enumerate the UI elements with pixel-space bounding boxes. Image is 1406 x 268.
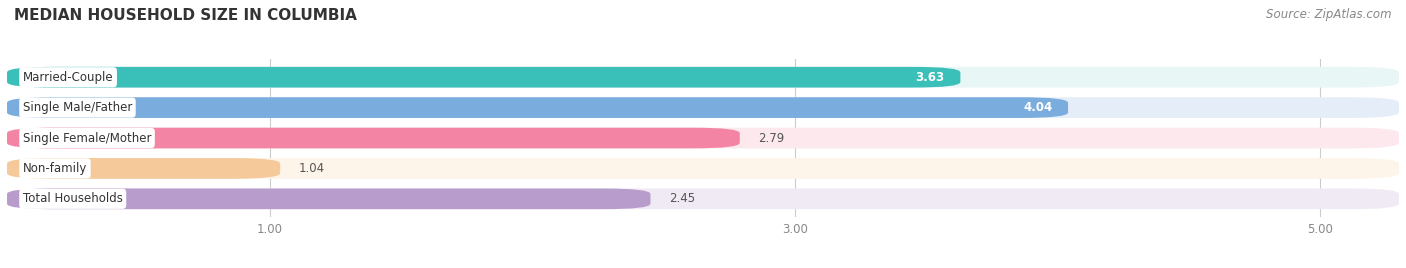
Text: MEDIAN HOUSEHOLD SIZE IN COLUMBIA: MEDIAN HOUSEHOLD SIZE IN COLUMBIA	[14, 8, 357, 23]
FancyBboxPatch shape	[7, 97, 1069, 118]
Text: 1.04: 1.04	[298, 162, 325, 175]
Text: Single Male/Father: Single Male/Father	[22, 101, 132, 114]
FancyBboxPatch shape	[7, 188, 651, 209]
Text: Non-family: Non-family	[22, 162, 87, 175]
Text: Source: ZipAtlas.com: Source: ZipAtlas.com	[1267, 8, 1392, 21]
FancyBboxPatch shape	[7, 67, 960, 88]
Text: 2.45: 2.45	[669, 192, 695, 205]
FancyBboxPatch shape	[7, 128, 1399, 148]
Text: 3.63: 3.63	[915, 71, 945, 84]
FancyBboxPatch shape	[7, 158, 1399, 179]
Text: 4.04: 4.04	[1024, 101, 1052, 114]
FancyBboxPatch shape	[7, 97, 1399, 118]
Text: Married-Couple: Married-Couple	[22, 71, 114, 84]
Text: Total Households: Total Households	[22, 192, 122, 205]
FancyBboxPatch shape	[7, 128, 740, 148]
Text: Single Female/Mother: Single Female/Mother	[22, 132, 152, 144]
FancyBboxPatch shape	[7, 67, 1399, 88]
Text: 2.79: 2.79	[758, 132, 785, 144]
FancyBboxPatch shape	[7, 188, 1399, 209]
FancyBboxPatch shape	[7, 158, 280, 179]
